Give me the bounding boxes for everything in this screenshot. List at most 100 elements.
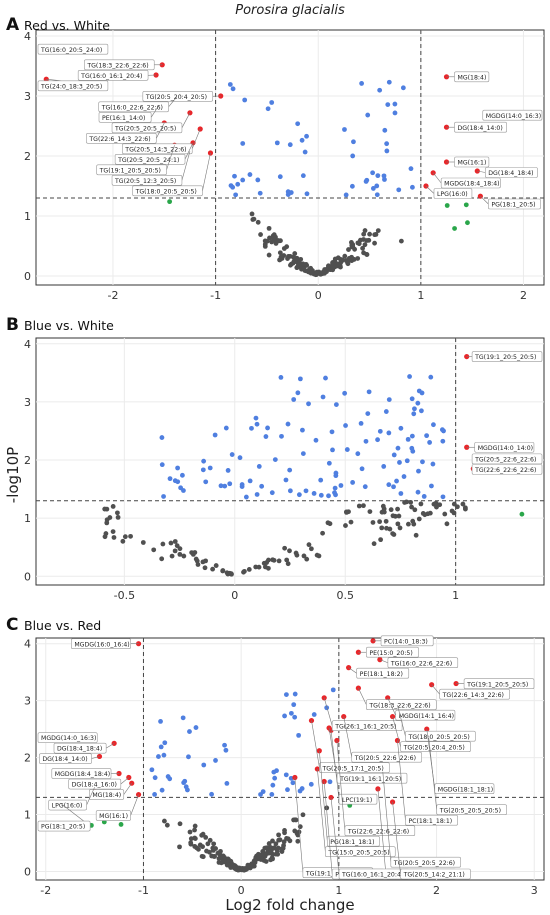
data-point-nonsig bbox=[362, 242, 368, 248]
data-point-nonsig bbox=[264, 560, 270, 565]
point-label: DG(18:4_18:4) bbox=[488, 170, 533, 177]
y-tick-label: 1 bbox=[24, 809, 31, 822]
data-point-blue bbox=[311, 712, 317, 717]
label-leader bbox=[348, 667, 357, 674]
data-point-labeled bbox=[430, 170, 436, 176]
data-point-blue bbox=[351, 139, 356, 145]
data-point-blue bbox=[159, 462, 165, 468]
data-point-blue bbox=[300, 451, 306, 457]
label-leader bbox=[120, 777, 129, 785]
data-point-nonsig bbox=[291, 254, 296, 260]
data-point-nonsig bbox=[444, 521, 450, 527]
data-point-blue bbox=[326, 460, 332, 466]
figure-title: Porosira glacialis bbox=[235, 3, 345, 18]
point-label-box bbox=[325, 846, 396, 858]
data-point-blue bbox=[318, 492, 324, 498]
point-label: LPC(19:1) bbox=[342, 797, 372, 804]
data-point-blue bbox=[302, 149, 308, 155]
data-point-blue bbox=[363, 179, 369, 184]
data-point-blue bbox=[381, 464, 387, 469]
point-label: PC(14:0_18:3) bbox=[384, 638, 428, 645]
data-point-blue bbox=[370, 186, 376, 191]
x-tick-label: -2 bbox=[40, 884, 51, 897]
data-point-blue bbox=[404, 458, 410, 464]
point-label: MGDG(16:0_16:4) bbox=[74, 641, 129, 648]
data-point-blue bbox=[342, 127, 347, 132]
data-point-blue bbox=[230, 184, 236, 190]
point-label: TG(20:5_20:5_24:1) bbox=[117, 157, 179, 164]
data-point-blue bbox=[161, 752, 167, 758]
point-label: TG(15:0_20:5_20:5) bbox=[327, 849, 389, 856]
data-point-nonsig bbox=[364, 238, 370, 243]
data-point-nonsig bbox=[413, 532, 419, 538]
data-point-blue bbox=[419, 408, 424, 414]
data-point-blue bbox=[186, 754, 191, 760]
data-point-blue bbox=[329, 429, 335, 435]
data-point-blue bbox=[239, 482, 245, 487]
point-label-box bbox=[344, 825, 416, 837]
data-point-nonsig bbox=[221, 854, 227, 860]
data-point-nonsig bbox=[410, 518, 416, 524]
x-tick-label: 0 bbox=[238, 884, 245, 897]
data-point-blue bbox=[269, 791, 275, 797]
point-label-box bbox=[327, 835, 380, 847]
data-point-nonsig bbox=[251, 858, 257, 864]
data-point-blue bbox=[224, 781, 230, 786]
data-point-blue bbox=[391, 484, 396, 490]
data-point-blue bbox=[405, 436, 411, 442]
data-point-blue bbox=[362, 484, 368, 490]
data-point-blue bbox=[409, 445, 415, 451]
data-point-blue bbox=[370, 170, 376, 176]
x-axis-label: Log2 fold change bbox=[225, 896, 354, 914]
data-point-blue bbox=[290, 780, 296, 786]
data-point-blue bbox=[255, 177, 261, 183]
point-label-box bbox=[336, 772, 408, 784]
data-point-nonsig bbox=[172, 548, 178, 554]
point-label: MGDG(14:1_16:4) bbox=[399, 713, 454, 720]
data-point-blue bbox=[350, 480, 356, 485]
data-point-blue bbox=[185, 787, 190, 793]
x-tick-label: -2 bbox=[107, 289, 118, 302]
point-label: DG(18:4_16:0) bbox=[72, 782, 117, 789]
data-point-nonsig bbox=[281, 843, 286, 848]
point-label-box bbox=[434, 783, 495, 795]
point-label-box bbox=[482, 109, 543, 121]
data-point-nonsig bbox=[295, 838, 301, 844]
point-label-box bbox=[471, 453, 543, 465]
data-point-blue bbox=[411, 411, 417, 417]
data-point-blue bbox=[282, 713, 287, 719]
data-point-nonsig bbox=[343, 509, 349, 515]
data-point-nonsig bbox=[294, 552, 300, 558]
point-label-box bbox=[142, 91, 214, 102]
data-point-nonsig bbox=[396, 513, 402, 519]
label-leader bbox=[425, 185, 435, 194]
data-point-blue bbox=[247, 172, 253, 177]
y-tick-label: 3 bbox=[24, 396, 31, 409]
data-point-blue bbox=[187, 729, 192, 734]
data-point-blue bbox=[327, 779, 333, 785]
point-label: TG(20:5_20:4_20:5) bbox=[145, 94, 207, 101]
data-point-blue bbox=[258, 792, 263, 797]
data-point-nonsig bbox=[346, 247, 351, 252]
point-label-box bbox=[463, 678, 535, 690]
data-point-green bbox=[465, 220, 470, 226]
data-point-nonsig bbox=[387, 526, 393, 532]
data-point-blue bbox=[428, 374, 434, 380]
data-point-nonsig bbox=[300, 812, 306, 818]
data-point-blue bbox=[332, 490, 337, 496]
data-point-blue bbox=[162, 740, 168, 746]
data-point-green bbox=[519, 511, 525, 517]
point-label-box bbox=[390, 856, 462, 868]
data-point-blue bbox=[409, 396, 415, 402]
data-point-nonsig bbox=[303, 261, 309, 267]
panel-frame bbox=[35, 637, 545, 881]
data-point-nonsig bbox=[169, 553, 175, 559]
data-point-green bbox=[167, 199, 173, 205]
label-leader bbox=[168, 97, 177, 107]
data-point-nonsig bbox=[232, 865, 238, 871]
data-point-nonsig bbox=[228, 571, 234, 577]
data-point-green bbox=[452, 226, 457, 231]
data-point-nonsig bbox=[226, 857, 232, 863]
data-point-blue bbox=[201, 762, 207, 768]
data-point-blue bbox=[409, 433, 415, 439]
